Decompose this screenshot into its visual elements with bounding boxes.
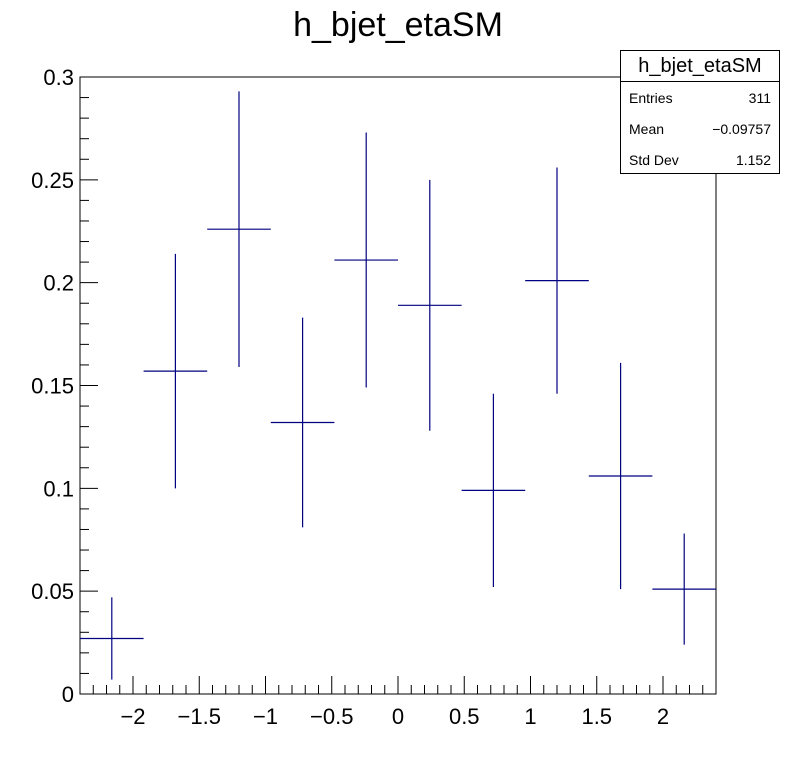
x-tick-label: −0.5 bbox=[310, 704, 353, 729]
stats-label: Mean bbox=[629, 121, 665, 137]
x-tick-label: −1 bbox=[253, 704, 278, 729]
chart-title: h_bjet_etaSM bbox=[293, 6, 503, 44]
stats-label: Std Dev bbox=[629, 152, 679, 168]
y-tick-label: 0 bbox=[62, 682, 74, 707]
stats-box-title: h_bjet_etaSM bbox=[621, 51, 779, 82]
x-tick-label: −1.5 bbox=[178, 704, 221, 729]
stats-value: −0.09757 bbox=[712, 121, 771, 137]
stats-row-std-dev: Std Dev 1.152 bbox=[621, 144, 779, 175]
x-tick-label: −2 bbox=[120, 704, 145, 729]
y-tick-label: 0.2 bbox=[43, 271, 74, 296]
y-tick-label: 0.15 bbox=[31, 374, 74, 399]
y-tick-label: 0.3 bbox=[43, 65, 74, 90]
y-tick-label: 0.1 bbox=[43, 476, 74, 501]
y-tick-label: 0.25 bbox=[31, 168, 74, 193]
y-tick-label: 0.05 bbox=[31, 579, 74, 604]
x-tick-label: 0 bbox=[392, 704, 404, 729]
x-tick-label: 1 bbox=[524, 704, 536, 729]
x-tick-label: 1.5 bbox=[581, 704, 612, 729]
stats-box: h_bjet_etaSM Entries 311 Mean −0.09757 S… bbox=[620, 50, 780, 174]
stats-row-entries: Entries 311 bbox=[621, 82, 779, 113]
stats-value: 1.152 bbox=[735, 152, 771, 168]
stats-label: Entries bbox=[629, 90, 673, 106]
x-tick-label: 2 bbox=[657, 704, 669, 729]
stats-value: 311 bbox=[748, 90, 771, 106]
stats-row-mean: Mean −0.09757 bbox=[621, 113, 779, 144]
x-tick-label: 0.5 bbox=[449, 704, 480, 729]
